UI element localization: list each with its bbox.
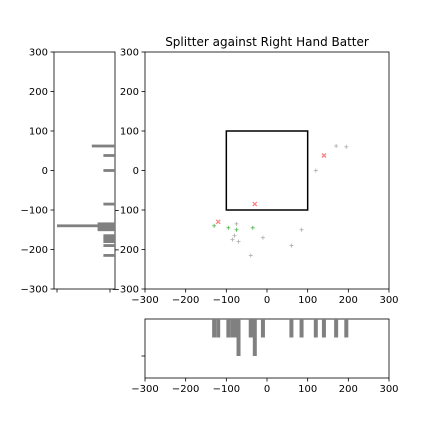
y-histogram-tick-label: 300 bbox=[29, 48, 48, 59]
scatter-point bbox=[334, 144, 339, 149]
y-histogram-bar bbox=[57, 224, 115, 228]
scatter-y-tick-label: −300 bbox=[112, 285, 139, 296]
scatter-point bbox=[232, 233, 237, 238]
scatter-point bbox=[215, 219, 221, 225]
y-histogram-bar bbox=[103, 236, 115, 240]
strike-zone-box bbox=[225, 130, 309, 211]
scatter-x-tick-label: 300 bbox=[379, 295, 398, 306]
y-location-histogram: −300 −200 −100 0 100 200 300 bbox=[21, 48, 116, 296]
scatter-y-tick-label: 200 bbox=[120, 87, 139, 98]
scatter-point bbox=[289, 243, 294, 248]
x-histogram-bar bbox=[230, 319, 235, 338]
scatter-y-tick-label: 300 bbox=[120, 48, 139, 59]
y-histogram-tick-label: −300 bbox=[21, 285, 48, 296]
x-histogram-bar bbox=[289, 319, 294, 338]
y-histogram-bar bbox=[103, 202, 115, 206]
scatter-point bbox=[321, 153, 327, 158]
scatter-point bbox=[299, 227, 304, 232]
scatter-marks bbox=[212, 144, 349, 258]
scatter-point bbox=[250, 225, 255, 230]
y-histogram-tick-label: −100 bbox=[21, 206, 48, 217]
scatter-point bbox=[234, 221, 239, 226]
scatter-x-axis: −300 −200 −100 0 100 200 300 bbox=[131, 289, 399, 306]
y-histogram-bar bbox=[103, 234, 115, 238]
scatter-y-tick-label: 100 bbox=[120, 127, 139, 138]
chart-title: Splitter against Right Hand Batter bbox=[165, 35, 369, 49]
y-histogram-tick-label: 0 bbox=[42, 166, 48, 177]
x-histogram-tick-label: −200 bbox=[172, 384, 199, 395]
y-histogram-tick-label: 100 bbox=[29, 127, 48, 138]
scatter-point bbox=[236, 239, 241, 244]
x-histogram-bar bbox=[299, 319, 304, 338]
scatter-point bbox=[212, 223, 217, 228]
x-histogram-bar bbox=[216, 319, 221, 338]
scatter-y-tick-label: 0 bbox=[133, 166, 139, 177]
y-histogram-bar bbox=[103, 238, 115, 242]
scatter-point bbox=[234, 227, 239, 232]
x-histogram-tick-label: 300 bbox=[379, 384, 398, 395]
x-histogram-bars bbox=[212, 319, 349, 356]
x-histogram-bar bbox=[260, 319, 265, 338]
scatter-point bbox=[313, 168, 318, 173]
scatter-x-tick-label: 0 bbox=[264, 295, 270, 306]
x-histogram-bar bbox=[252, 319, 257, 356]
scatter-point bbox=[248, 253, 253, 258]
y-histogram-bar bbox=[103, 154, 115, 157]
y-histogram-bars bbox=[57, 144, 115, 257]
x-histogram-tick-label: 100 bbox=[298, 384, 317, 395]
scatter-y-tick-label: −200 bbox=[112, 245, 139, 256]
x-histogram-bar bbox=[313, 319, 318, 338]
x-histogram-tick-label: −100 bbox=[213, 384, 240, 395]
scatter-x-tick-label: −100 bbox=[213, 295, 240, 306]
y-histogram-bar bbox=[97, 228, 115, 232]
y-histogram-y-axis: −300 −200 −100 0 100 200 300 bbox=[21, 48, 54, 296]
y-histogram-bar bbox=[97, 222, 115, 226]
y-histogram-bar bbox=[103, 169, 115, 172]
scatter-x-tick-label: 100 bbox=[298, 295, 317, 306]
x-histogram-bar bbox=[334, 319, 339, 338]
x-histogram-bar bbox=[248, 319, 253, 338]
x-histogram-bar bbox=[234, 319, 239, 338]
scatter-point bbox=[260, 235, 265, 240]
y-histogram-bar bbox=[103, 240, 115, 243]
x-histogram-tick-label: 0 bbox=[264, 384, 270, 395]
x-histogram-bar bbox=[212, 319, 217, 338]
x-histogram-tick-label: −300 bbox=[131, 384, 158, 395]
y-histogram-bar bbox=[91, 144, 115, 148]
x-histogram-bar bbox=[226, 319, 231, 338]
scatter-plot-area bbox=[144, 51, 390, 290]
scatter-point bbox=[344, 144, 349, 149]
x-histogram-x-axis: −300 −200 −100 0 100 200 300 bbox=[131, 378, 399, 395]
x-histogram-bar bbox=[344, 319, 349, 338]
y-histogram-bar bbox=[97, 226, 115, 230]
x-histogram-plot-area bbox=[144, 318, 390, 379]
x-histogram-bar bbox=[236, 319, 241, 356]
y-histogram-bar bbox=[103, 254, 115, 257]
scatter-x-tick-label: −200 bbox=[172, 295, 199, 306]
x-histogram-bar bbox=[250, 319, 255, 338]
scatter-x-tick-label: −300 bbox=[131, 295, 158, 306]
scatter-x-tick-label: 200 bbox=[339, 295, 358, 306]
scatter-y-tick-label: −100 bbox=[112, 206, 139, 217]
scatter-point bbox=[230, 237, 235, 242]
scatter-point bbox=[252, 201, 258, 207]
x-histogram-bar bbox=[321, 319, 326, 338]
x-location-histogram: −300 −200 −100 0 100 200 300 bbox=[131, 318, 399, 395]
pitch-location-scatter: Splitter against Right Hand Batter −300−… bbox=[112, 35, 399, 306]
x-histogram-bar bbox=[232, 319, 237, 338]
x-histogram-tick-label: 200 bbox=[339, 384, 358, 395]
y-histogram-tick-label: 200 bbox=[29, 87, 48, 98]
y-histogram-bar bbox=[103, 244, 115, 247]
scatter-y-axis: −300 −200 −100 0 100 200 300 bbox=[112, 48, 145, 296]
y-histogram-tick-label: −200 bbox=[21, 245, 48, 256]
scatter-point bbox=[226, 225, 231, 230]
